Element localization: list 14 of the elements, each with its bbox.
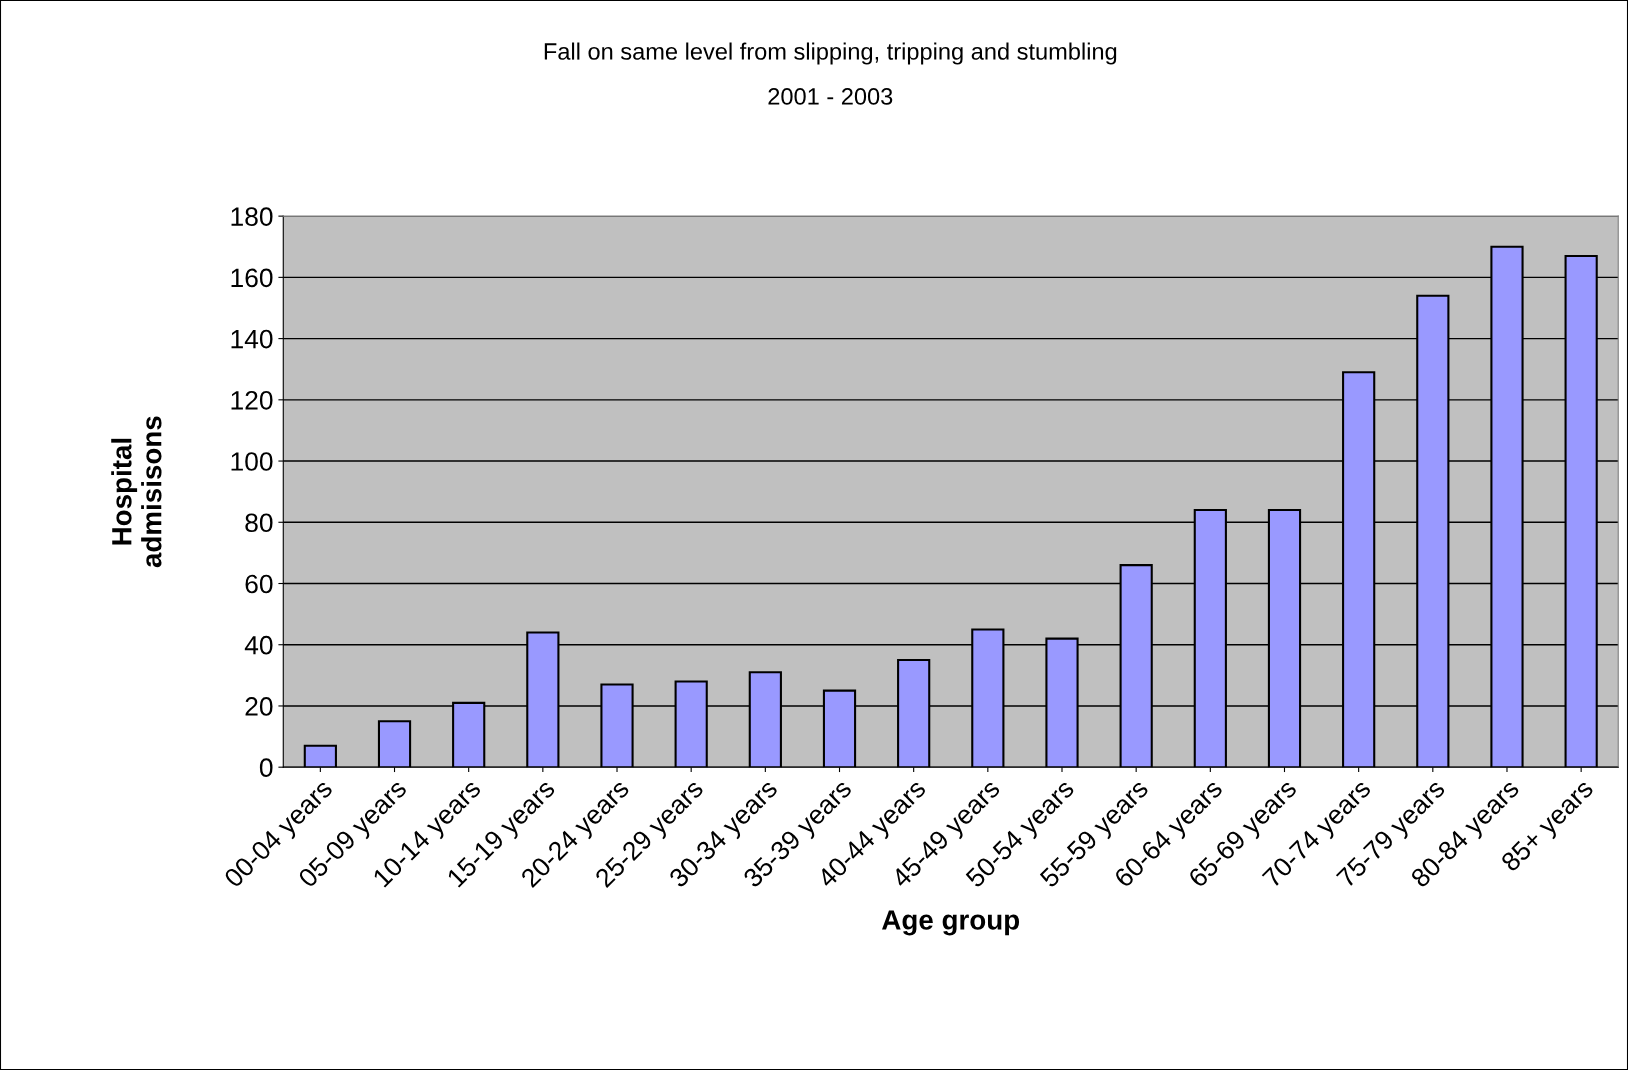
y-tick-label: 60 xyxy=(245,574,273,594)
x-axis-title: Age group xyxy=(882,910,1020,936)
y-axis-title: Hospital admisisons xyxy=(111,416,162,568)
y-tick-label: 40 xyxy=(244,635,273,655)
chart-title: Fall on same level from slipping, tripping and stumbling xyxy=(544,42,1117,65)
y-tick-label: 180 xyxy=(231,207,273,226)
y-tick-label: 120 xyxy=(231,390,273,410)
y-tick-label: 0 xyxy=(259,758,273,778)
y-tick-label: 80 xyxy=(245,513,273,533)
y-tick-label: 20 xyxy=(245,697,273,716)
chart-subtitle: 2001 - 2003 xyxy=(768,88,893,105)
y-tick-label: 140 xyxy=(231,329,273,349)
y-tick-label: 160 xyxy=(231,268,273,288)
y-tick-label: 100 xyxy=(231,452,273,471)
